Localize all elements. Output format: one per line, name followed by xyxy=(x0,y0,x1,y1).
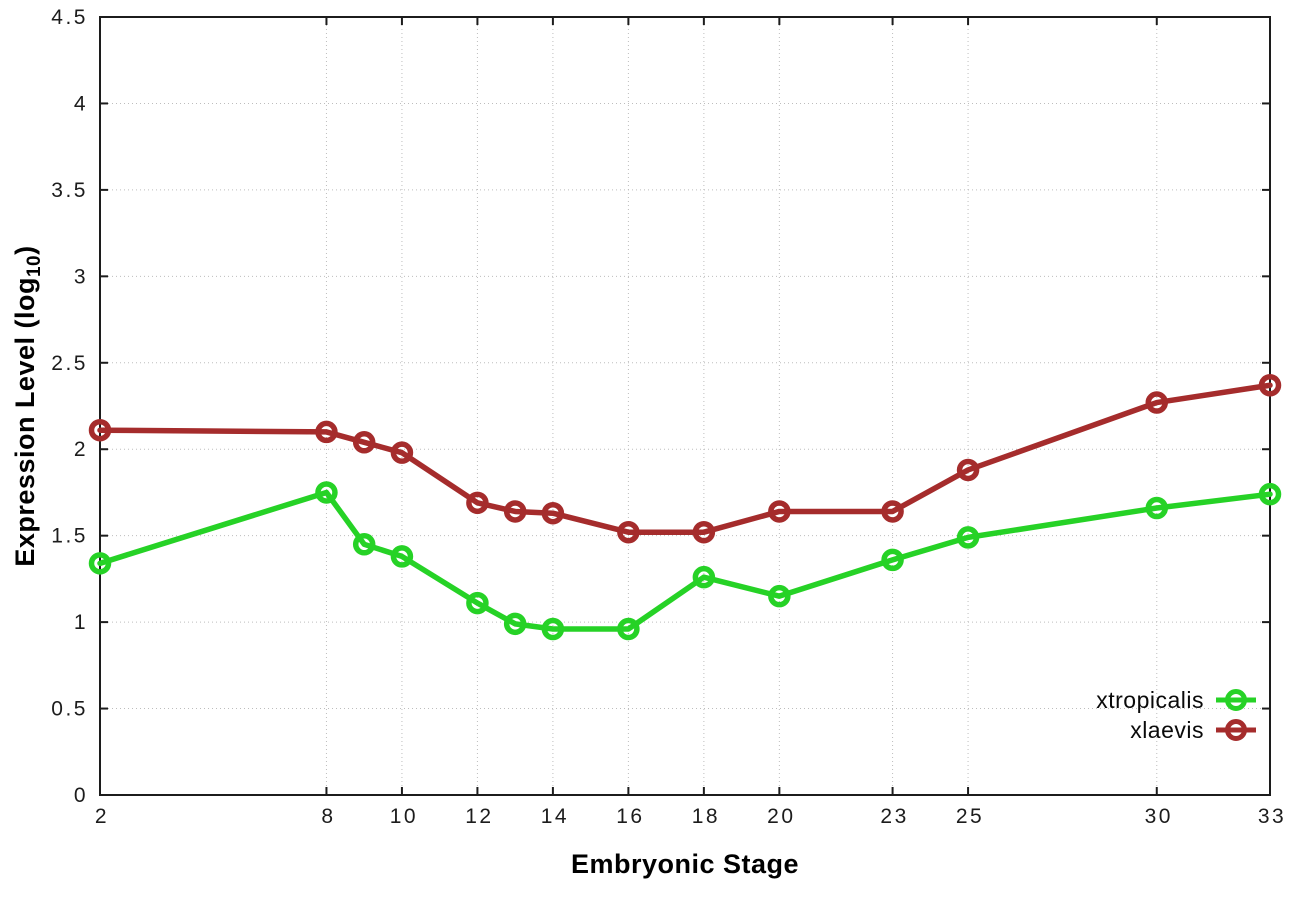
data-point-xtropicalis-stage-30 xyxy=(1145,496,1169,520)
y-tick-label: 1 xyxy=(74,611,88,634)
x-tick-label: 33 xyxy=(1258,805,1286,828)
x-tick-label: 18 xyxy=(692,805,720,828)
y-tick-label: 0 xyxy=(74,784,88,807)
data-point-xtropicalis-stage-10 xyxy=(390,545,414,568)
y-tick-label: 4 xyxy=(74,92,88,115)
data-point-xtropicalis-stage-2 xyxy=(88,552,112,575)
data-point-xlaevis-stage-20 xyxy=(768,500,791,523)
legend-marker-xlaevis-icon xyxy=(1216,719,1256,741)
y-tick-label: 3.5 xyxy=(51,179,88,202)
y-tick-label: 1.5 xyxy=(51,525,88,548)
x-tick-label: 12 xyxy=(465,805,493,828)
data-point-xlaevis-stage-2 xyxy=(88,418,112,442)
data-point-xtropicalis-stage-8 xyxy=(315,481,338,504)
x-tick-label: 25 xyxy=(956,805,984,828)
y-axis-title: Expression Level (log10) xyxy=(10,245,46,566)
x-axis-title: Embryonic Stage xyxy=(570,849,800,879)
data-point-xlaevis-stage-25 xyxy=(956,458,980,482)
x-tick-label: 16 xyxy=(616,805,644,828)
data-point-xlaevis-stage-33 xyxy=(1258,374,1282,397)
series-xtropicalis xyxy=(88,481,1282,641)
data-point-xtropicalis-stage-9 xyxy=(352,533,376,556)
data-point-xlaevis-stage-10 xyxy=(390,441,414,464)
data-point-xlaevis-stage-8 xyxy=(315,420,338,444)
y-axis-title-subscript: 10 xyxy=(24,254,46,278)
y-tick-label: 4.5 xyxy=(51,6,88,29)
plot-border xyxy=(99,16,1271,796)
legend: xtropicalis xlaevis xyxy=(1096,687,1258,743)
data-point-xlaevis-stage-12 xyxy=(466,491,489,515)
data-point-xlaevis-stage-30 xyxy=(1145,391,1169,414)
y-axis-title-text: Expression Level (log xyxy=(9,277,40,567)
data-point-xlaevis-stage-14 xyxy=(541,501,565,525)
x-tick-label: 14 xyxy=(541,805,569,828)
data-point-xtropicalis-stage-25 xyxy=(956,526,980,549)
data-point-xtropicalis-stage-14 xyxy=(541,617,565,641)
legend-item-xtropicalis: xtropicalis xyxy=(1096,687,1258,713)
y-tick-label: 0.5 xyxy=(51,698,88,721)
data-point-xtropicalis-stage-12 xyxy=(466,591,489,615)
data-point-xtropicalis-stage-33 xyxy=(1258,482,1282,506)
data-point-xtropicalis-stage-16 xyxy=(617,617,640,641)
y-tick-label: 3 xyxy=(74,265,88,288)
y-tick-label: 2 xyxy=(74,438,88,461)
y-tick-label: 2.5 xyxy=(51,352,88,375)
data-point-xtropicalis-stage-23 xyxy=(881,548,904,572)
data-point-xlaevis-stage-23 xyxy=(881,500,904,523)
x-tick-label: 2 xyxy=(95,805,109,828)
x-tick-label: 8 xyxy=(321,805,335,828)
data-point-xlaevis-stage-9 xyxy=(352,431,376,454)
x-tick-label: 23 xyxy=(880,805,908,828)
series-xlaevis xyxy=(88,374,1282,544)
y-axis-title-close: ) xyxy=(9,245,40,255)
data-point-xtropicalis-stage-20 xyxy=(768,584,791,608)
data-point-xlaevis-stage-16 xyxy=(617,520,640,544)
data-point-xtropicalis-stage-18 xyxy=(692,565,716,589)
series-line-xtropicalis xyxy=(97,489,1273,632)
data-point-xlaevis-stage-13 xyxy=(503,500,527,523)
legend-item-xlaevis: xlaevis xyxy=(1130,717,1258,743)
legend-marker-xtropicalis-icon xyxy=(1216,689,1256,711)
legend-label-xlaevis: xlaevis xyxy=(1130,716,1204,743)
legend-label-xtropicalis: xtropicalis xyxy=(1096,686,1204,713)
x-tick-label: 30 xyxy=(1145,805,1173,828)
data-point-xlaevis-stage-18 xyxy=(692,520,716,544)
x-tick-label: 20 xyxy=(767,805,795,828)
axis-ticks: 2 8 10 12 14 16 18 20 23 25 30 33 0 0.5 1 1.5 2 2.5 3 3.5 4 4… xyxy=(51,6,1286,828)
data-point-xtropicalis-stage-13 xyxy=(503,612,527,636)
x-tick-label: 10 xyxy=(390,805,418,828)
gridlines xyxy=(100,17,1270,795)
